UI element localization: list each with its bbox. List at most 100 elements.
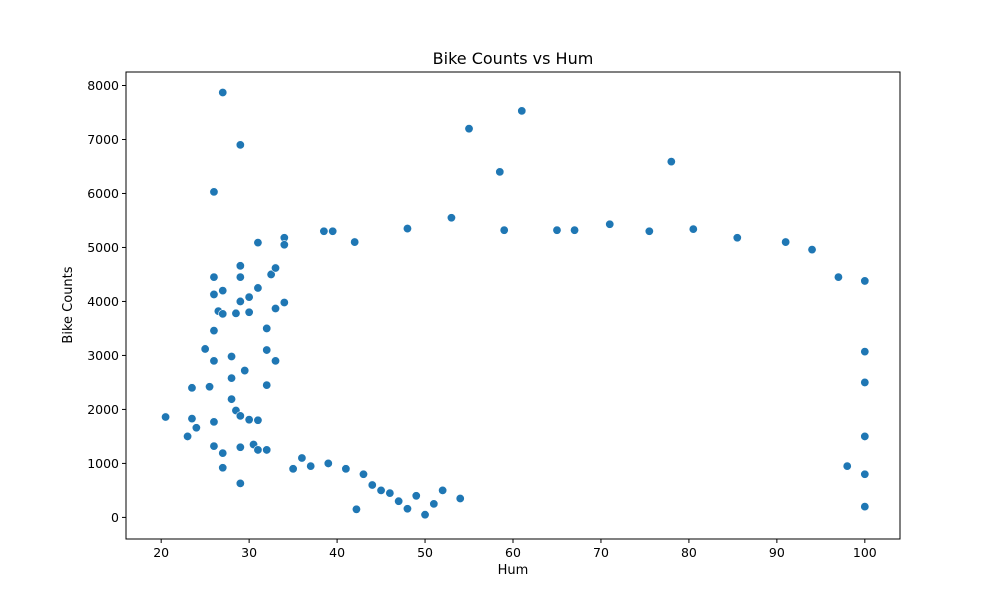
data-point <box>297 453 307 463</box>
data-point <box>781 237 791 247</box>
x-tick-label: 60 <box>505 545 521 560</box>
data-point <box>209 272 219 282</box>
data-point <box>161 412 171 422</box>
data-point <box>438 485 448 495</box>
data-point <box>328 226 338 236</box>
chart-title: Bike Counts vs Hum <box>433 49 594 68</box>
data-point <box>209 417 219 427</box>
data-point <box>253 415 263 425</box>
data-point <box>499 225 509 235</box>
y-tick-label: 6000 <box>87 186 119 201</box>
data-point <box>218 463 228 473</box>
data-point <box>235 272 245 282</box>
data-point <box>306 461 316 471</box>
data-point <box>244 307 254 317</box>
y-tick-label: 4000 <box>87 294 119 309</box>
data-point <box>235 442 245 452</box>
data-point <box>218 88 228 98</box>
data-point <box>209 187 219 197</box>
data-point <box>187 414 197 424</box>
data-point <box>860 347 870 357</box>
data-point <box>235 140 245 150</box>
data-point <box>209 441 219 451</box>
data-point <box>411 491 421 501</box>
data-point <box>842 461 852 471</box>
data-point <box>860 431 870 441</box>
x-tick-label: 70 <box>593 545 609 560</box>
data-point <box>429 499 439 509</box>
data-point <box>570 225 580 235</box>
data-point <box>288 464 298 474</box>
x-tick-label: 80 <box>681 545 697 560</box>
data-point <box>446 213 456 223</box>
data-point <box>253 238 263 248</box>
data-point <box>341 464 351 474</box>
data-point <box>187 383 197 393</box>
x-tick-label: 90 <box>769 545 785 560</box>
data-point <box>666 157 676 167</box>
y-tick-label: 5000 <box>87 240 119 255</box>
y-tick-label: 3000 <box>87 348 119 363</box>
data-point <box>402 504 412 514</box>
data-point <box>552 225 562 235</box>
points-layer <box>161 88 870 520</box>
y-tick-label: 7000 <box>87 132 119 147</box>
data-point <box>235 261 245 271</box>
data-point <box>807 245 817 255</box>
data-point <box>235 411 245 421</box>
data-point <box>253 445 263 455</box>
x-tick-label: 50 <box>417 545 433 560</box>
data-point <box>644 226 654 236</box>
data-point <box>209 356 219 366</box>
data-point <box>402 224 412 234</box>
data-point <box>271 303 281 313</box>
data-point <box>244 292 254 302</box>
data-point <box>227 394 237 404</box>
data-point <box>262 445 272 455</box>
data-point <box>376 485 386 495</box>
data-point <box>464 124 474 134</box>
y-tick-label: 0 <box>111 510 119 525</box>
data-point <box>262 345 272 355</box>
data-point <box>266 269 276 279</box>
data-point <box>218 309 228 319</box>
data-point <box>235 296 245 306</box>
data-point <box>319 226 329 236</box>
data-point <box>358 469 368 479</box>
data-point <box>394 496 404 506</box>
data-point <box>262 323 272 333</box>
y-axis-ticks: 0 1000 2000 3000 4000 5000 6000 7000 8000 <box>87 78 126 525</box>
data-point <box>323 458 333 468</box>
data-point <box>205 382 215 392</box>
data-point <box>688 224 698 234</box>
data-point <box>244 415 254 425</box>
data-point <box>183 431 193 441</box>
x-tick-label: 100 <box>853 545 877 560</box>
data-point <box>385 488 395 498</box>
data-point <box>227 373 237 383</box>
y-tick-label: 1000 <box>87 456 119 471</box>
data-point <box>605 219 615 229</box>
data-point <box>732 233 742 243</box>
y-axis-label: Bike Counts <box>61 266 76 343</box>
x-axis-label: Hum <box>498 563 529 578</box>
data-point <box>833 272 843 282</box>
data-point <box>227 352 237 362</box>
data-point <box>279 240 289 250</box>
data-point <box>262 380 272 390</box>
data-point <box>455 494 465 504</box>
data-point <box>420 510 430 520</box>
data-point <box>367 480 377 490</box>
data-point <box>860 469 870 479</box>
x-axis-ticks: 20 30 40 50 60 70 80 90 100 <box>153 539 877 560</box>
y-tick-label: 2000 <box>87 402 119 417</box>
data-point <box>191 423 201 433</box>
data-point <box>218 448 228 458</box>
data-point <box>240 366 250 376</box>
x-tick-label: 20 <box>153 545 169 560</box>
data-point <box>209 289 219 299</box>
data-point <box>209 326 219 336</box>
data-point <box>271 356 281 366</box>
